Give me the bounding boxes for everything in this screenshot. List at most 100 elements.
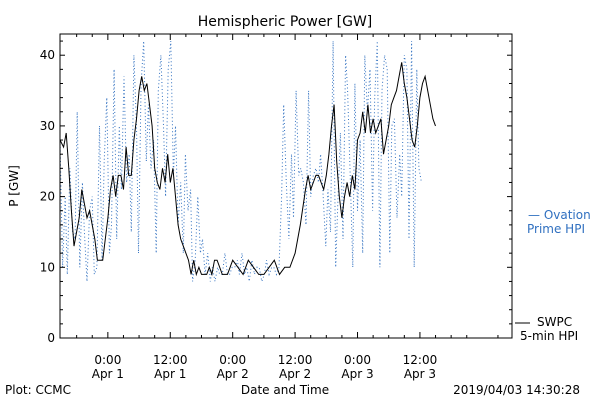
data-point-1-10 [86,217,87,218]
data-point-1-97 [349,196,350,197]
data-point-0-105 [318,182,319,183]
data-point-0-113 [337,203,338,204]
data-point-0-22 [114,69,115,70]
legend-ovation-line1: — Ovation [528,208,591,222]
data-point-1-36 [154,168,155,169]
data-point-0-137 [396,217,397,218]
data-point-1-90 [331,125,332,126]
data-point-1-119 [406,97,407,98]
data-point-0-80 [256,267,257,268]
footer-timestamp: 2019/04/03 14:30:28 [453,383,580,397]
data-point-0-144 [414,267,415,268]
data-point-1-86 [321,182,322,183]
data-point-0-56 [197,196,198,197]
data-point-0-58 [202,238,203,239]
data-point-1-16 [102,260,103,261]
data-point-0-132 [384,55,385,56]
data-point-1-12 [92,224,93,225]
data-point-0-3 [67,274,68,275]
data-point-0-79 [254,274,255,275]
data-point-0-134 [389,253,390,254]
data-point-1-94 [341,217,342,218]
data-point-1-107 [375,132,376,133]
data-point-1-44 [175,196,176,197]
data-point-1-7 [79,217,80,218]
y-tick-label: 10 [40,260,55,274]
data-point-1-78 [295,253,296,254]
data-point-1-104 [367,104,368,105]
data-point-1-53 [198,267,199,268]
data-point-1-92 [336,161,337,162]
data-point-1-93 [339,196,340,197]
data-point-1-35 [152,125,153,126]
x-tick-date: Apr 3 [404,367,436,381]
x-tick-time: 12:00 [153,353,188,367]
data-point-1-34 [149,104,150,105]
data-point-0-139 [401,196,402,197]
data-point-1-65 [230,267,231,268]
data-point-1-33 [146,83,147,84]
data-point-0-89 [278,267,279,268]
data-point-0-77 [249,281,250,282]
data-point-0-60 [207,253,208,254]
data-point-0-145 [416,69,417,70]
data-point-0-36 [148,104,149,105]
data-point-0-95 [293,217,294,218]
data-point-1-47 [183,246,184,247]
data-point-1-127 [427,90,428,91]
data-point-0-19 [106,97,107,98]
data-point-1-63 [224,274,225,275]
legend-swpc-line1: SWPC [537,315,572,329]
x-axis-label: Date and Time [241,383,329,397]
data-point-1-123 [417,125,418,126]
data-point-0-40 [158,90,159,91]
data-point-1-23 [120,175,121,176]
data-point-1-130 [435,125,436,126]
series-line-1 [59,62,436,277]
data-point-1-2 [66,132,67,133]
data-point-0-124 [364,55,365,56]
data-point-1-101 [360,132,361,133]
data-point-1-108 [378,125,379,126]
data-point-0-136 [394,118,395,119]
data-point-1-115 [396,90,397,91]
data-point-1-21 [115,196,116,197]
data-point-1-76 [284,267,285,268]
data-point-1-51 [193,260,194,261]
data-point-0-94 [291,154,292,155]
data-point-0-116 [345,55,346,56]
data-point-0-135 [391,125,392,126]
data-point-1-57 [209,267,210,268]
data-point-0-75 [244,274,245,275]
data-point-0-67 [224,253,225,254]
x-tick-date: Apr 1 [92,367,124,381]
data-point-1-1 [63,147,64,148]
data-point-1-64 [227,274,228,275]
data-point-0-37 [150,168,151,169]
data-point-1-126 [425,76,426,77]
data-point-0-131 [381,90,382,91]
data-point-0-16 [99,125,100,126]
data-point-1-75 [279,274,280,275]
data-point-1-30 [139,90,140,91]
data-point-1-6 [76,231,77,232]
data-point-1-11 [89,210,90,211]
data-point-1-29 [136,118,137,119]
data-point-0-143 [411,41,412,42]
data-point-0-119 [352,267,353,268]
data-point-0-35 [146,161,147,162]
data-point-0-61 [210,281,211,282]
data-point-1-24 [123,189,124,190]
data-point-0-9 [82,182,83,183]
data-point-0-27 [126,182,127,183]
data-point-1-114 [393,97,394,98]
data-point-0-69 [229,274,230,275]
data-point-1-68 [243,274,244,275]
data-point-0-34 [143,41,144,42]
data-point-1-31 [141,76,142,77]
data-point-0-111 [333,41,334,42]
data-point-0-118 [350,175,351,176]
data-point-1-71 [258,274,259,275]
data-point-0-30 [133,55,134,56]
